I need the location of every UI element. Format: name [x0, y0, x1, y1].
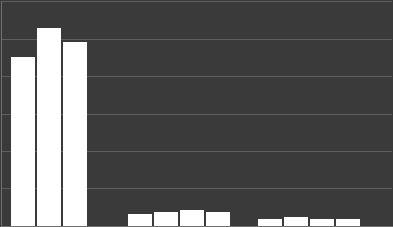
Bar: [154, 212, 178, 226]
Bar: [180, 210, 204, 226]
Bar: [310, 219, 334, 226]
Bar: [11, 57, 35, 226]
Bar: [206, 212, 230, 226]
Bar: [258, 219, 282, 226]
Bar: [63, 42, 87, 226]
Bar: [284, 217, 308, 226]
Bar: [37, 28, 61, 226]
Bar: [128, 214, 152, 226]
Bar: [336, 219, 360, 226]
